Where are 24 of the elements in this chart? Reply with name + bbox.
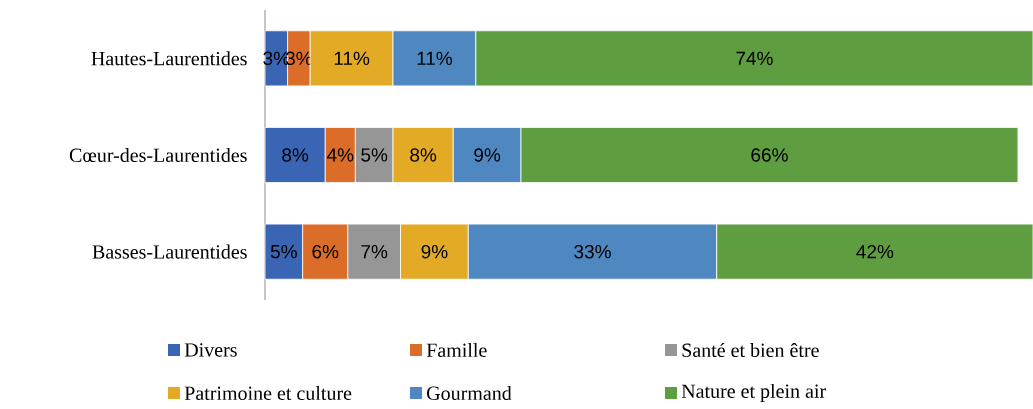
- data-label: 5%: [270, 244, 297, 259]
- legend-label: Nature et plein air: [681, 383, 826, 403]
- legend-label: Divers: [184, 343, 237, 357]
- data-label: 4%: [327, 148, 354, 162]
- data-label: 11%: [334, 51, 370, 65]
- data-label: 66%: [751, 148, 788, 162]
- legend-label: Gourmand: [427, 385, 512, 401]
- data-label: 9%: [421, 244, 448, 259]
- data-label: 33%: [574, 244, 611, 259]
- data-label: 5%: [361, 148, 388, 162]
- data-label: 8%: [410, 148, 437, 162]
- data-label: 8%: [282, 148, 309, 162]
- y-tick-label: Cœur-des-Laurentides: [69, 147, 247, 163]
- legend-label: Santé et bien être: [682, 342, 819, 358]
- data-label: 11%: [417, 51, 453, 65]
- data-label: 6%: [312, 244, 339, 259]
- data-label: 9%: [474, 148, 501, 162]
- y-tick-label: Basses-Laurentides: [92, 244, 247, 259]
- legend-label: Patrimoine et culture: [184, 385, 352, 401]
- data-label: 42%: [856, 244, 894, 259]
- data-label: 74%: [736, 51, 773, 65]
- y-tick-label: Hautes-Laurentides: [91, 51, 247, 66]
- data-label: 7%: [361, 245, 388, 259]
- legend-label: Famille: [426, 342, 487, 358]
